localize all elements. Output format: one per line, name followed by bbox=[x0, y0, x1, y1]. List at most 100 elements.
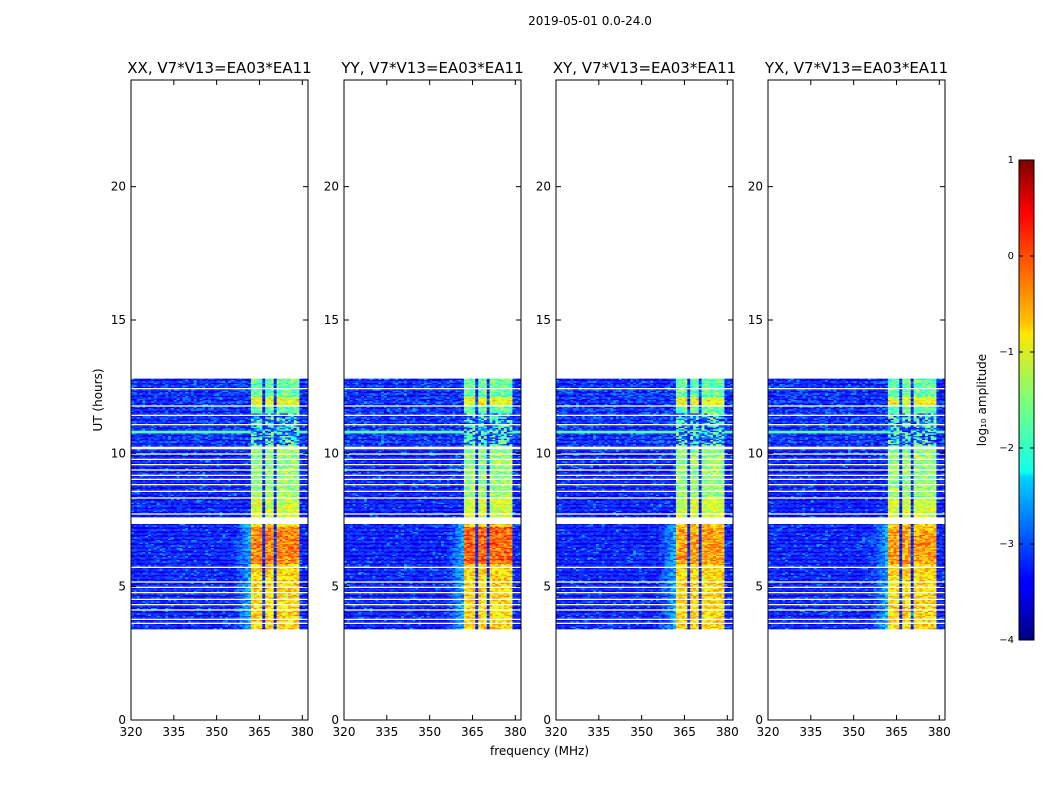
heatmap-cell bbox=[151, 608, 154, 609]
heatmap-cell bbox=[191, 624, 194, 625]
heatmap-cell bbox=[237, 620, 240, 621]
heatmap-cell bbox=[274, 613, 277, 614]
heatmap-cell bbox=[188, 616, 191, 617]
heatmap-cell bbox=[297, 627, 300, 628]
heatmap-cell bbox=[177, 601, 180, 602]
heatmap-cell bbox=[191, 607, 194, 608]
heatmap-cell bbox=[160, 607, 163, 608]
heatmap-cell bbox=[294, 615, 297, 616]
heatmap-cell bbox=[259, 607, 262, 608]
heatmap-cell bbox=[277, 616, 280, 617]
heatmap-cell bbox=[134, 605, 137, 606]
heatmap-cell bbox=[177, 620, 180, 621]
heatmap-cell bbox=[248, 611, 251, 612]
heatmap-cell bbox=[168, 601, 171, 602]
heatmap-cell bbox=[239, 617, 242, 618]
heatmap-cell bbox=[265, 603, 268, 604]
heatmap-cell bbox=[251, 600, 254, 601]
heatmap-cell bbox=[234, 597, 237, 598]
heatmap-cell bbox=[157, 624, 160, 625]
heatmap-cell bbox=[168, 628, 171, 629]
heatmap-cell bbox=[151, 600, 154, 601]
heatmap-cell bbox=[251, 621, 254, 622]
heatmap-cell bbox=[191, 605, 194, 606]
heatmap-cell bbox=[262, 625, 265, 626]
heatmap-cell bbox=[168, 621, 171, 622]
heatmap-cell bbox=[160, 603, 163, 604]
heatmap-cell bbox=[168, 597, 171, 598]
heatmap-cell bbox=[188, 597, 191, 598]
heatmap-cell bbox=[248, 613, 251, 614]
heatmap-cell bbox=[174, 628, 177, 629]
heatmap-cell bbox=[282, 621, 285, 622]
heatmap-cell bbox=[145, 603, 148, 604]
heatmap-cell bbox=[297, 611, 300, 612]
heatmap-cell bbox=[194, 601, 197, 602]
heatmap-cell bbox=[220, 600, 223, 601]
heatmap-cell bbox=[285, 612, 288, 613]
heatmap-cell bbox=[231, 600, 234, 601]
heatmap-cell bbox=[220, 627, 223, 628]
heatmap-cell bbox=[257, 608, 260, 609]
heatmap-cell bbox=[234, 596, 237, 597]
heatmap-cell bbox=[145, 621, 148, 622]
heatmap-cell bbox=[237, 615, 240, 616]
heatmap-cell bbox=[259, 597, 262, 598]
heatmap-cell bbox=[185, 620, 188, 621]
heatmap-cell bbox=[194, 621, 197, 622]
heatmap-cell bbox=[145, 601, 148, 602]
heatmap-cell bbox=[177, 628, 180, 629]
heatmap-cell bbox=[145, 620, 148, 621]
heatmap-cell bbox=[299, 621, 302, 622]
heatmap-cell bbox=[265, 605, 268, 606]
heatmap-cell bbox=[257, 603, 260, 604]
heatmap-cell bbox=[234, 625, 237, 626]
heatmap-cell bbox=[248, 600, 251, 601]
heatmap-cell bbox=[200, 625, 203, 626]
heatmap-cell bbox=[231, 611, 234, 612]
heatmap-cell bbox=[302, 603, 305, 604]
heatmap-cell bbox=[245, 596, 248, 597]
heatmap-cell bbox=[277, 625, 280, 626]
heatmap-cell bbox=[225, 620, 228, 621]
heatmap-cell bbox=[200, 605, 203, 606]
heatmap-cell bbox=[160, 624, 163, 625]
heatmap-cell bbox=[228, 601, 231, 602]
heatmap-cell bbox=[291, 600, 294, 601]
heatmap-cell bbox=[142, 625, 145, 626]
heatmap-cell bbox=[291, 608, 294, 609]
heatmap-cell bbox=[200, 617, 203, 618]
heatmap-cell bbox=[214, 616, 217, 617]
heatmap-cell bbox=[262, 607, 265, 608]
heatmap-cell bbox=[225, 605, 228, 606]
heatmap-cell bbox=[182, 596, 185, 597]
heatmap-cell bbox=[157, 603, 160, 604]
heatmap-cell bbox=[137, 596, 140, 597]
heatmap-cell bbox=[257, 620, 260, 621]
heatmap-cell bbox=[288, 627, 291, 628]
heatmap-cell bbox=[225, 608, 228, 609]
heatmap-cell bbox=[148, 615, 151, 616]
heatmap-cell bbox=[191, 615, 194, 616]
heatmap-cell bbox=[274, 601, 277, 602]
heatmap-cell bbox=[151, 624, 154, 625]
heatmap-cell bbox=[217, 620, 220, 621]
heatmap-cell bbox=[299, 607, 302, 608]
heatmap-cell bbox=[157, 620, 160, 621]
heatmap-cell bbox=[142, 616, 145, 617]
heatmap-cell bbox=[299, 605, 302, 606]
heatmap-cell bbox=[202, 612, 205, 613]
heatmap-cell bbox=[228, 616, 231, 617]
heatmap-cell bbox=[140, 603, 143, 604]
heatmap-cell bbox=[188, 613, 191, 614]
heatmap-cell bbox=[268, 620, 271, 621]
heatmap-cell bbox=[208, 617, 211, 618]
heatmap-cell bbox=[288, 612, 291, 613]
heatmap-cell bbox=[182, 600, 185, 601]
heatmap-cell bbox=[282, 600, 285, 601]
heatmap-cell bbox=[140, 605, 143, 606]
heatmap-cell bbox=[257, 615, 260, 616]
heatmap-cell bbox=[185, 612, 188, 613]
heatmap-cell bbox=[200, 620, 203, 621]
heatmap-cell bbox=[239, 596, 242, 597]
